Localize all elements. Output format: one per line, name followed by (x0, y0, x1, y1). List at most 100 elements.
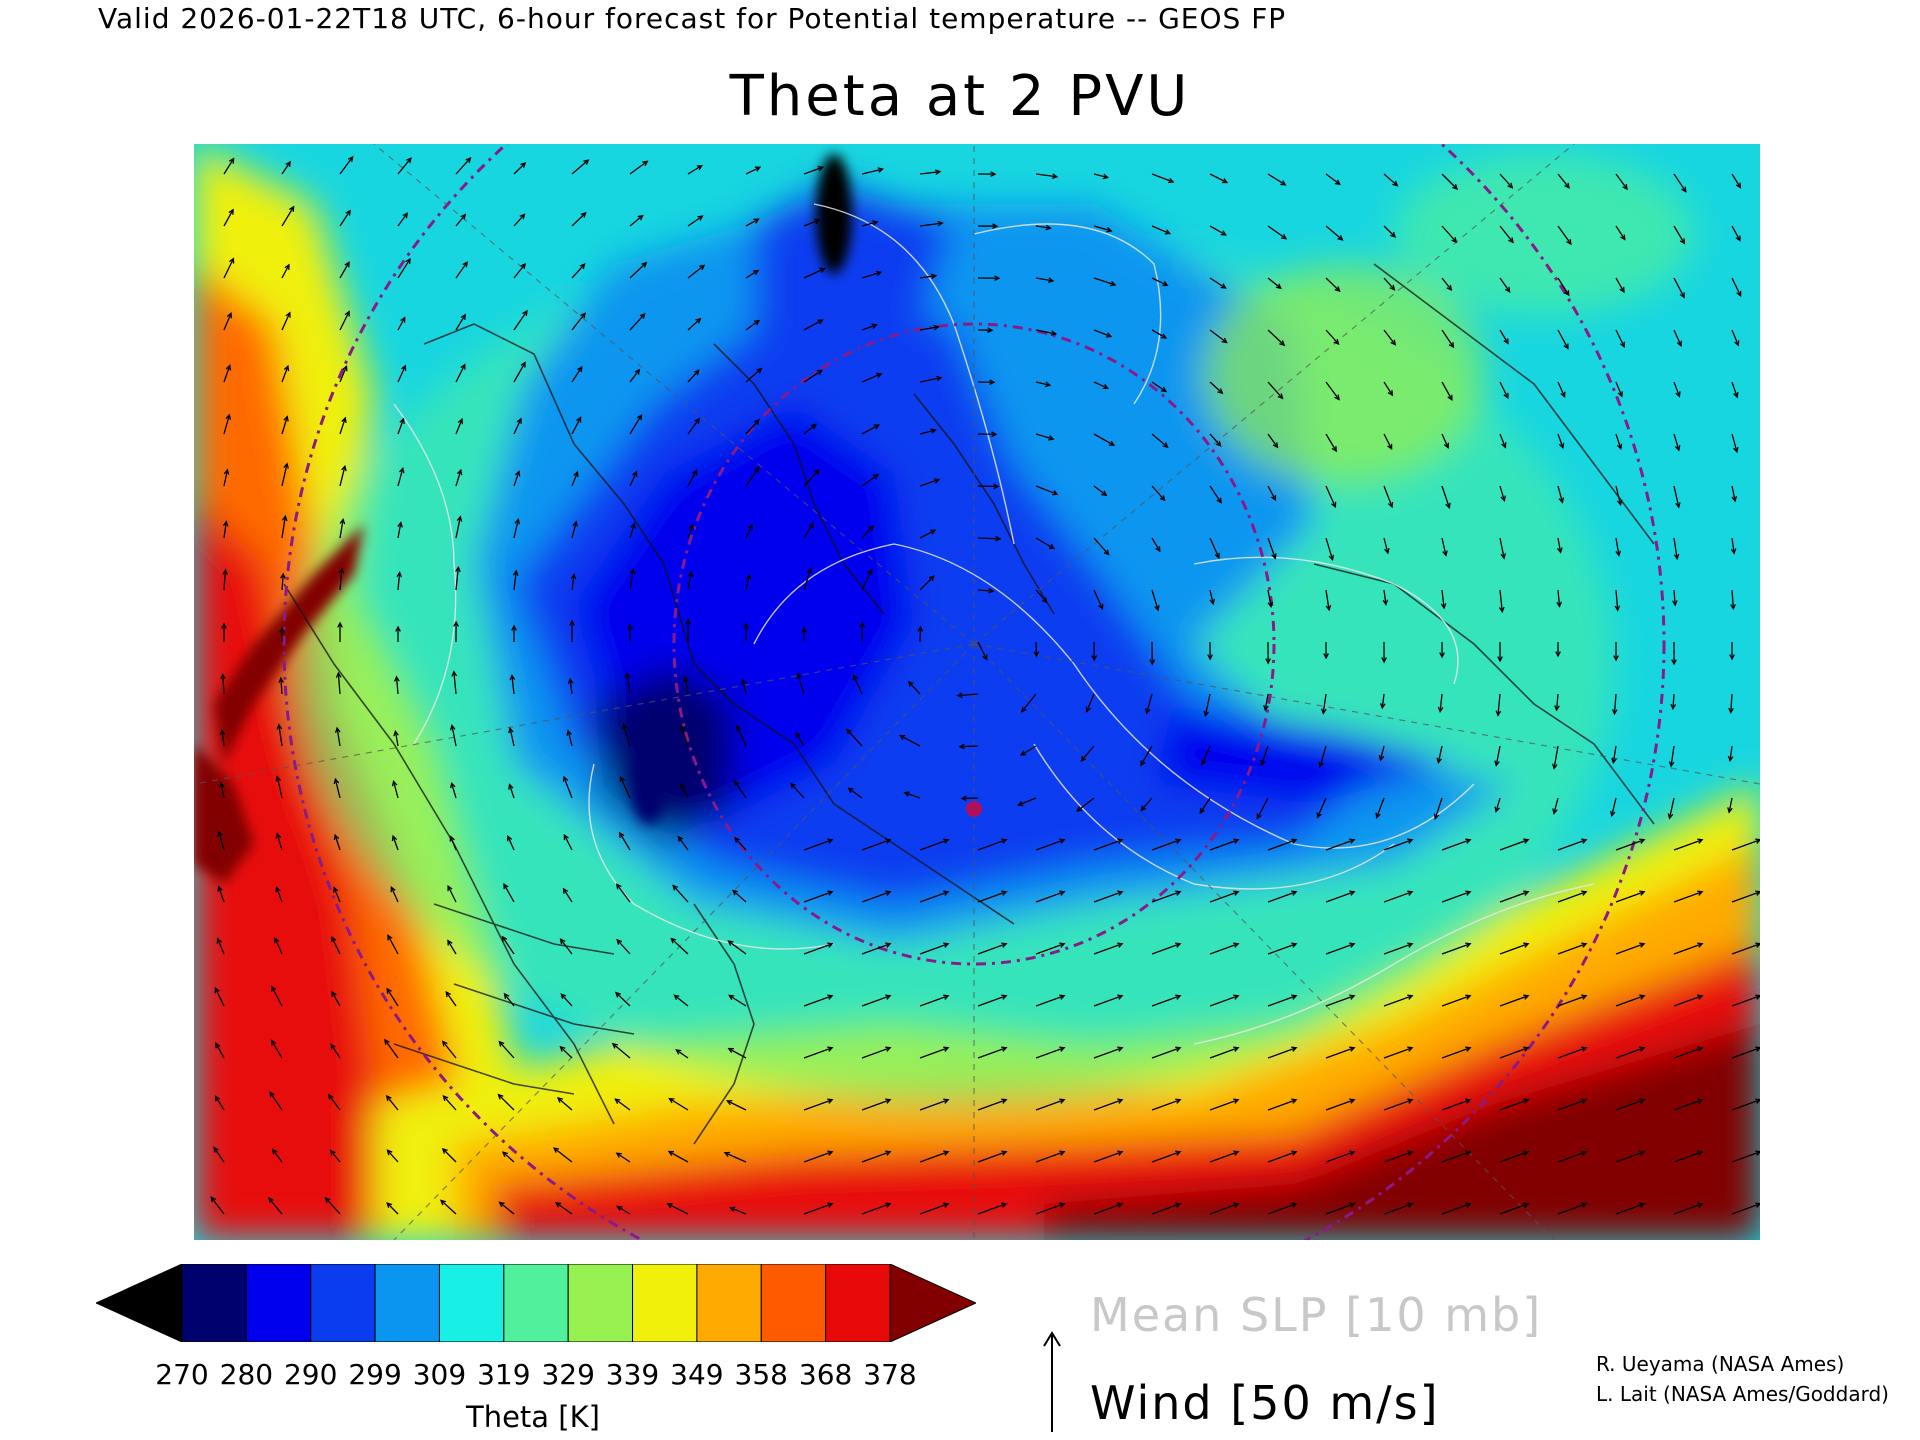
wind-arrow-head (1552, 808, 1558, 815)
wind-arrow (919, 222, 943, 227)
wind-arrow (1381, 693, 1385, 709)
wind-arrow (629, 262, 647, 279)
wind-arrow (1383, 589, 1387, 605)
wind-arrow-head (552, 1147, 560, 1153)
wind-arrow (281, 206, 295, 227)
wind-arrow-head (1080, 755, 1087, 762)
wind-arrow (1267, 225, 1287, 240)
theta-map (194, 144, 1760, 1240)
wind-arrow-head (391, 834, 398, 842)
wind-arrow (1673, 1047, 1703, 1059)
wind-arrow-head (727, 1047, 734, 1054)
wind-arrow (1441, 173, 1458, 190)
wind-arrow-head (1755, 838, 1760, 844)
wind-arrow-head (218, 781, 225, 788)
wind-arrow-head (1448, 342, 1455, 349)
wind-arrow-head (1736, 290, 1742, 298)
wind-arrow (919, 891, 949, 903)
wind-arrow (1035, 839, 1065, 851)
wind-arrow (1557, 839, 1587, 851)
wind-arrow-head (229, 257, 235, 264)
wind-arrow (684, 676, 689, 695)
wind-arrow (1209, 225, 1227, 236)
wind-arrow-head (1465, 838, 1472, 844)
wind-arrow (745, 419, 760, 435)
wind-arrow-head (943, 1150, 950, 1156)
wind-arrow (1673, 1203, 1703, 1215)
wind-arrow-head (1436, 757, 1443, 764)
wind-arrow-head (930, 273, 938, 280)
wind-arrow (977, 995, 1007, 1007)
wind-arrow (667, 1203, 689, 1215)
colorbar-segment (181, 1264, 247, 1342)
wind-arrow (1731, 1047, 1760, 1059)
wind-arrow (1093, 891, 1123, 903)
wind-arrow (397, 522, 402, 539)
wind-arrow (223, 414, 230, 435)
wind-arrow-head (331, 990, 337, 998)
colorbar-segment (632, 1264, 698, 1342)
wind-arrow-head (327, 1093, 334, 1100)
wind-arrow (455, 314, 466, 331)
wind-arrow (1267, 173, 1286, 186)
wind-arrow-head (1465, 994, 1472, 1000)
wind-arrow-head (1675, 502, 1681, 509)
wind-arrow (919, 326, 939, 331)
wind-arrow (223, 521, 227, 539)
wind-arrow-head (1729, 654, 1735, 661)
wind-arrow (629, 215, 644, 227)
wind-arrow (803, 469, 820, 487)
wind-arrow (1209, 329, 1228, 344)
wind-arrow (1615, 485, 1622, 505)
wind-arrow-head (636, 413, 643, 421)
wind-arrow-head (1442, 550, 1448, 557)
wind-arrow-head (1265, 658, 1271, 665)
wind-arrow (1615, 995, 1645, 1007)
wind-arrow-head (1291, 1150, 1298, 1156)
wind-arrow (513, 162, 526, 175)
wind-arrow-head (943, 890, 950, 896)
wind-arrow (563, 776, 573, 799)
wind-arrow (498, 1094, 515, 1111)
wind-arrow-head (728, 994, 735, 1001)
wind-arrow-head (1279, 340, 1286, 347)
wind-arrow (803, 839, 833, 851)
wind-arrow-head (1674, 445, 1681, 452)
wind-arrow-head (692, 469, 698, 476)
wind-arrow-head (1091, 655, 1098, 662)
wind-arrow (1499, 329, 1509, 344)
wind-arrow-head (1500, 553, 1507, 560)
wind-arrow (852, 674, 863, 695)
wind-arrow (281, 416, 288, 435)
wind-arrow-head (406, 157, 412, 164)
wind-arrow (977, 1099, 1007, 1111)
wind-arrow (1035, 1203, 1065, 1215)
wind-arrow-head (734, 836, 740, 843)
wind-arrow-head (619, 831, 625, 838)
wind-arrow-head (1392, 180, 1399, 187)
wind-arrow-head (1679, 292, 1685, 299)
wind-arrow-head (344, 310, 350, 317)
wind-arrow-head (696, 164, 704, 171)
wind-arrow-head (393, 729, 399, 737)
wind-arrow (861, 373, 882, 383)
wind-arrow (745, 524, 753, 539)
colorbar-segment (696, 1264, 762, 1342)
wind-arrow-head (743, 622, 749, 629)
wind-arrow-head (697, 215, 704, 221)
wind-arrow (1325, 891, 1355, 903)
wind-arrow (919, 429, 936, 435)
wind-arrow-head (1617, 391, 1623, 398)
wind-arrow (276, 776, 283, 799)
wind-arrow (571, 159, 589, 175)
wind-arrow-head (1085, 706, 1091, 713)
wind-arrow-head (1220, 230, 1227, 236)
wind-arrow-head (1175, 942, 1182, 948)
wind-arrow (745, 320, 760, 331)
wind-arrow (1267, 1151, 1297, 1163)
wind-arrow-head (401, 364, 407, 371)
wind-arrow (1093, 173, 1108, 179)
wind-arrow (1557, 433, 1564, 448)
colorbar-segment (825, 1264, 891, 1342)
wind-arrow (1615, 1203, 1645, 1215)
